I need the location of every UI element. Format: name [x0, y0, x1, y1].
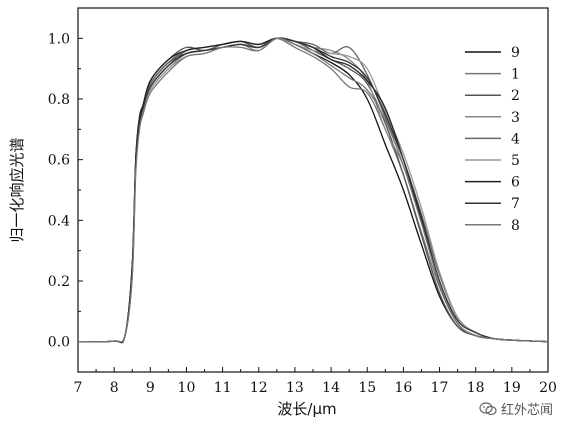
x-tick-label-9: 9	[146, 380, 155, 396]
series-line-8	[77, 37, 549, 343]
legend-label-6: 6	[511, 175, 520, 191]
legend-label-3: 3	[511, 110, 520, 126]
x-tick-label-13: 13	[286, 380, 304, 396]
x-tick-label-7: 7	[74, 380, 83, 396]
legend-label-5: 5	[511, 153, 520, 169]
y-tick-label-0.0: 0.0	[48, 335, 70, 351]
y-axis-label: 归一化响应光谱	[8, 137, 26, 242]
legend-label-7: 7	[511, 196, 520, 212]
legend-label-8: 8	[511, 218, 520, 234]
watermark: 红外芯闻	[479, 399, 553, 418]
y-tick-label-0.6: 0.6	[48, 153, 70, 169]
watermark-text: 红外芯闻	[500, 403, 553, 418]
x-tick-label-19: 19	[503, 380, 521, 396]
series-line-6	[77, 37, 549, 344]
legend-label-1: 1	[511, 67, 520, 83]
x-tick-label-17: 17	[431, 380, 449, 396]
y-tick-label-0.4: 0.4	[48, 213, 70, 229]
x-tick-label-11: 11	[214, 380, 232, 396]
x-tick-label-15: 15	[358, 380, 376, 396]
x-tick-label-18: 18	[467, 380, 485, 396]
legend-label-4: 4	[511, 131, 520, 147]
x-tick-label-16: 16	[394, 380, 412, 396]
x-tick-label-20: 20	[539, 380, 557, 396]
plot-frame	[77, 7, 549, 373]
x-tick-label-8: 8	[110, 380, 119, 396]
y-tick-label-0.2: 0.2	[48, 274, 70, 290]
y-tick-label-1.0: 1.0	[48, 31, 70, 47]
legend-label-9: 9	[511, 45, 520, 61]
x-tick-label-14: 14	[322, 380, 340, 396]
x-tick-label-12: 12	[250, 380, 268, 396]
x-axis-label: 波长/μm	[277, 400, 336, 418]
x-tick-label-10: 10	[178, 380, 196, 396]
legend-label-2: 2	[511, 88, 520, 104]
wechat-icon	[479, 401, 497, 415]
y-tick-label-0.8: 0.8	[48, 92, 70, 108]
